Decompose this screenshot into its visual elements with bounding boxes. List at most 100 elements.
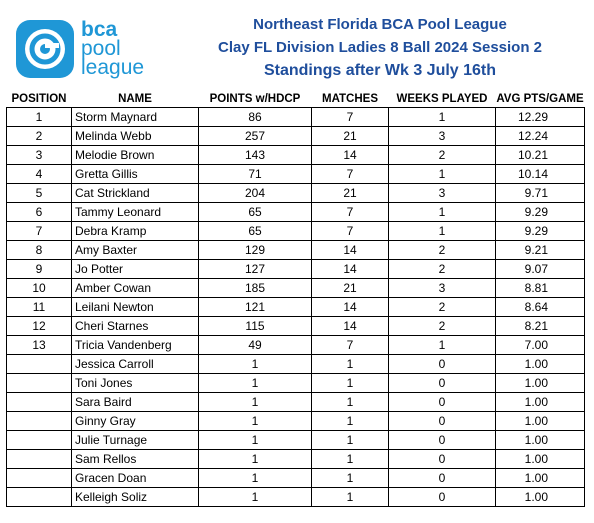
table-row: 12 Cheri Starnes 115 14 2 8.21 (6, 316, 585, 336)
avg-pts-cell: 1.00 (495, 354, 585, 374)
table-row: Sam Rellos 1 1 0 1.00 (6, 449, 585, 469)
avg-pts-cell: 8.21 (495, 316, 585, 336)
column-header-matches: MATCHES (321, 93, 378, 105)
column-header-name: NAME (118, 93, 152, 105)
name-cell: Jessica Carroll (71, 354, 199, 374)
points-cell: 1 (198, 354, 312, 374)
matches-cell: 1 (311, 449, 389, 469)
name-cell: Melodie Brown (71, 145, 199, 165)
bca-logo-circle (25, 29, 65, 69)
column-header-avg-pts: AVG PTS/GAME (496, 93, 584, 105)
weeks-played-cell: 0 (388, 354, 496, 374)
avg-pts-cell: 10.14 (495, 164, 585, 184)
matches-cell: 14 (311, 316, 389, 336)
avg-pts-cell: 1.00 (495, 449, 585, 469)
name-cell: Cheri Starnes (71, 316, 199, 336)
division-title: Clay FL Division Ladies 8 Ball 2024 Sess… (217, 39, 543, 56)
matches-cell: 1 (311, 468, 389, 488)
avg-pts-cell: 9.71 (495, 183, 585, 203)
table-row: Sara Baird 1 1 0 1.00 (6, 392, 585, 412)
points-cell: 129 (198, 240, 312, 260)
avg-pts-cell: 10.21 (495, 145, 585, 165)
table-row: Jessica Carroll 1 1 0 1.00 (6, 354, 585, 374)
name-cell: Amber Cowan (71, 278, 199, 298)
matches-cell: 1 (311, 373, 389, 393)
position-cell: 7 (6, 221, 72, 241)
position-cell: 11 (6, 297, 72, 317)
matches-cell: 14 (311, 297, 389, 317)
name-cell: Kelleigh Soliz (71, 487, 199, 507)
points-cell: 71 (198, 164, 312, 184)
column-header-points: POINTS w/HDCP (209, 93, 301, 105)
matches-cell: 14 (311, 240, 389, 260)
position-cell: 10 (6, 278, 72, 298)
matches-cell: 21 (311, 126, 389, 146)
bca-swirl-icon (29, 33, 61, 65)
position-cell: 6 (6, 202, 72, 222)
table-row: 11 Leilani Newton 121 14 2 8.64 (6, 297, 585, 317)
table-row: Ginny Gray 1 1 0 1.00 (6, 411, 585, 431)
points-cell: 185 (198, 278, 312, 298)
table-row: 8 Amy Baxter 129 14 2 9.21 (6, 240, 585, 260)
avg-pts-cell: 1.00 (495, 430, 585, 450)
matches-cell: 21 (311, 183, 389, 203)
name-cell: Gracen Doan (71, 468, 199, 488)
avg-pts-cell: 9.29 (495, 221, 585, 241)
avg-pts-cell: 1.00 (495, 392, 585, 412)
position-cell (6, 411, 72, 431)
avg-pts-cell: 1.00 (495, 487, 585, 507)
table-row: Toni Jones 1 1 0 1.00 (6, 373, 585, 393)
standings-body: 1 Storm Maynard 86 7 1 12.29 2 Melinda Webb 257 2… (6, 107, 585, 507)
matches-cell: 1 (311, 392, 389, 412)
weeks-played-cell: 3 (388, 183, 496, 203)
logo-wordmark: bca pool league (81, 19, 144, 78)
points-cell: 127 (198, 259, 312, 279)
weeks-played-cell: 0 (388, 430, 496, 450)
table-row: 6 Tammy Leonard 65 7 1 9.29 (6, 202, 585, 222)
weeks-played-cell: 1 (388, 107, 496, 127)
points-cell: 1 (198, 411, 312, 431)
weeks-played-cell: 2 (388, 240, 496, 260)
matches-cell: 14 (311, 259, 389, 279)
weeks-played-cell: 0 (388, 487, 496, 507)
matches-cell: 1 (311, 411, 389, 431)
position-cell (6, 430, 72, 450)
avg-pts-cell: 1.00 (495, 411, 585, 431)
weeks-played-cell: 2 (388, 145, 496, 165)
table-row: 5 Cat Strickland 204 21 3 9.71 (6, 183, 585, 203)
points-cell: 65 (198, 202, 312, 222)
position-cell (6, 392, 72, 412)
table-row: 2 Melinda Webb 257 21 3 12.24 (6, 126, 585, 146)
name-cell: Jo Potter (71, 259, 199, 279)
points-cell: 143 (198, 145, 312, 165)
matches-cell: 14 (311, 145, 389, 165)
column-header-position: POSITION (11, 93, 67, 105)
table-header-row: POSITION NAME POINTS w/HDCP MATCHES WEEK… (7, 91, 585, 108)
avg-pts-cell: 12.24 (495, 126, 585, 146)
matches-cell: 1 (311, 354, 389, 374)
name-cell: Toni Jones (71, 373, 199, 393)
table-row: 3 Melodie Brown 143 14 2 10.21 (6, 145, 585, 165)
name-cell: Cat Strickland (71, 183, 199, 203)
weeks-played-cell: 1 (388, 202, 496, 222)
points-cell: 1 (198, 392, 312, 412)
name-cell: Leilani Newton (71, 297, 199, 317)
points-cell: 1 (198, 430, 312, 450)
avg-pts-cell: 1.00 (495, 468, 585, 488)
points-cell: 1 (198, 487, 312, 507)
points-cell: 204 (198, 183, 312, 203)
matches-cell: 1 (311, 487, 389, 507)
table-row: Julie Turnage 1 1 0 1.00 (6, 430, 585, 450)
weeks-played-cell: 0 (388, 411, 496, 431)
name-cell: Tricia Vandenberg (71, 335, 199, 355)
name-cell: Debra Kramp (71, 221, 199, 241)
points-cell: 86 (198, 107, 312, 127)
name-cell: Melinda Webb (71, 126, 199, 146)
standings-table: POSITION NAME POINTS w/HDCP MATCHES WEEK… (6, 91, 585, 507)
logo-text-pool: pool (81, 37, 121, 60)
position-cell: 1 (6, 107, 72, 127)
position-cell: 13 (6, 335, 72, 355)
bca-pool-league-logo: bca pool league (14, 14, 164, 86)
points-cell: 49 (198, 335, 312, 355)
position-cell (6, 468, 72, 488)
